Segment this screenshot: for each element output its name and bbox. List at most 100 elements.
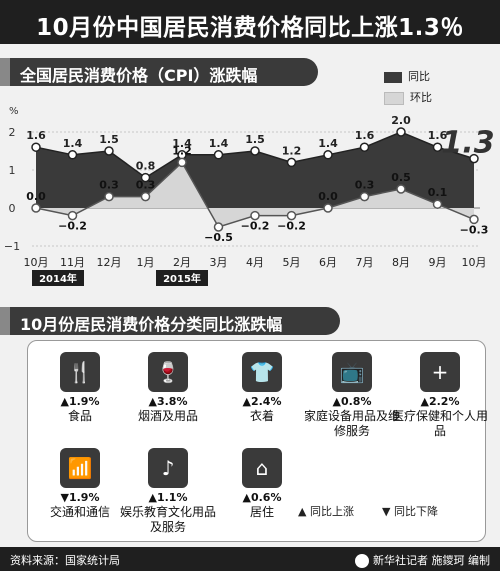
key-down: ▼ 同比下降 — [382, 505, 438, 518]
yoy-data-label: 1.4 — [209, 137, 229, 150]
yoy-data-label: 1.4 — [318, 137, 338, 150]
category-name: 娱乐教育文化用品及服务 — [120, 505, 217, 534]
mom-data-point — [177, 157, 187, 168]
house-icon: ⌂ — [242, 448, 282, 488]
year-label: 2015年 — [163, 272, 201, 285]
page-title: 10月份中国居民消费价格同比上涨1.3％ — [36, 15, 464, 41]
category-item: ♪ ▲1.1% 娱乐教育文化用品及服务 — [120, 448, 216, 535]
mom-data-label: −0.3 — [460, 223, 489, 236]
mom-data-label: 0.1 — [428, 186, 448, 199]
mom-data-label: 1.2 — [172, 144, 192, 157]
footer-source: 资料来源：国家统计局 — [10, 554, 120, 567]
category-name: 衣着 — [249, 409, 274, 423]
banner-accent — [0, 58, 10, 86]
music-icon: ♪ — [148, 448, 188, 488]
x-tick-label: 11月 — [60, 256, 85, 269]
mom-data-point — [432, 199, 443, 209]
mom-data-point — [469, 214, 479, 225]
mom-data-point — [213, 222, 224, 232]
x-tick-label: 6月 — [319, 256, 337, 269]
x-tick-label: 10月 — [462, 256, 487, 269]
yoy-data-label: 1.6 — [26, 129, 46, 142]
mom-data-point — [359, 191, 370, 202]
xinhua-logo-icon — [355, 554, 369, 568]
mom-data-point — [323, 203, 333, 213]
x-tick-label: 1月 — [137, 256, 155, 269]
category-change: ▲1.9% — [60, 395, 100, 408]
tv-icon: 📺 — [332, 352, 372, 392]
mom-data-point — [396, 184, 406, 194]
yoy-data-point — [140, 172, 151, 183]
mom-data-point — [250, 210, 260, 221]
mom-data-label: −0.2 — [58, 220, 87, 233]
footer-credit-text: 新华社记者 施鑁珂 编制 — [373, 554, 490, 567]
category-change: ▲3.8% — [148, 395, 188, 408]
y-tick-label: 0 — [9, 202, 16, 215]
category-name: 家庭设备用品及维修服务 — [304, 409, 401, 438]
footer: 资料来源：国家统计局 新华社记者 施鑁珂 编制 — [0, 547, 500, 571]
category-change: ▲0.8% — [332, 395, 372, 408]
x-tick-label: 2月 — [173, 256, 191, 269]
y-tick-label: 2 — [9, 126, 16, 139]
x-tick-label: 12月 — [97, 256, 122, 269]
x-tick-label: 5月 — [283, 256, 301, 269]
wine-icon: 🍷 — [148, 352, 188, 392]
category-change: ▲0.6% — [242, 491, 282, 504]
section-cpi-title: 全国居民消费价格（CPI）涨跌幅 — [20, 66, 258, 85]
yoy-data-label: 2.0 — [391, 114, 411, 127]
x-tick-label: 10月 — [24, 256, 49, 269]
mom-data-label: 0.0 — [26, 190, 46, 203]
year-label: 2014年 — [39, 272, 77, 285]
yoy-data-point — [359, 142, 370, 152]
year-label-bg — [32, 270, 84, 286]
yoy-data-point — [213, 150, 224, 160]
category-name: 居住 — [249, 505, 274, 519]
mom-data-point — [140, 191, 151, 202]
x-tick-label: 8月 — [392, 256, 410, 269]
yoy-data-point — [250, 146, 260, 156]
category-change: ▼1.9% — [60, 491, 100, 504]
mom-data-label: 0.5 — [391, 171, 411, 184]
yoy-data-label: 1.2 — [282, 144, 302, 157]
yoy-data-label: 1.6 — [355, 129, 375, 142]
section-category-title: 10月份居民消费价格分类同比涨跌幅 — [20, 315, 283, 334]
title-bar: 10月份中国居民消费价格同比上涨1.3％ — [0, 0, 500, 44]
yoy-data-label: 1.4 — [63, 137, 83, 150]
mom-data-label: −0.5 — [204, 231, 233, 244]
yoy-data-point — [323, 150, 333, 160]
mom-data-label: 0.0 — [318, 190, 338, 203]
mom-data-point — [67, 210, 78, 221]
mom-data-point — [286, 210, 297, 221]
yoy-data-label: 1.6 — [428, 129, 448, 142]
legend-yoy-label: 同比 — [408, 70, 430, 83]
section-category-banner: 10月份居民消费价格分类同比涨跌幅 — [0, 307, 340, 335]
legend-yoy-swatch — [384, 71, 402, 83]
x-tick-label: 3月 — [210, 256, 228, 269]
mom-data-label: 0.3 — [136, 179, 156, 192]
x-tick-label: 7月 — [356, 256, 374, 269]
category-name: 烟酒及用品 — [137, 409, 198, 423]
mom-data-point — [31, 203, 41, 213]
category-item: + ▲2.2% 医疗保健和个人用品 — [392, 352, 488, 439]
cpi-chart: 210−1%1.61.4 1.50.81.4 1.4 1.51.21.41.62.01… — [4, 106, 495, 286]
highlight-value: 1.3 — [441, 126, 494, 161]
yoy-data-label: 1.5 — [245, 133, 265, 146]
yoy-data-point — [469, 153, 479, 164]
category-change: ▲1.1% — [148, 491, 188, 504]
legend-yoy: 同比 — [384, 68, 430, 84]
x-tick-label: 9月 — [429, 256, 447, 269]
yoy-data-label: 1.4 — [172, 137, 192, 150]
mom-data-point — [104, 191, 114, 202]
category-name: 食品 — [67, 409, 92, 423]
category-item: 📶 ▼1.9% 交通和通信 — [32, 448, 128, 520]
yoy-data-point — [286, 157, 297, 168]
footer-credit: 新华社记者 施鑁珂 编制 — [355, 552, 490, 568]
mom-data-label: −0.2 — [241, 220, 270, 233]
yoy-series-area — [36, 132, 474, 227]
category-item: ⌂ ▲0.6% 居住 — [214, 448, 310, 520]
legend-mom: 环比 — [384, 89, 432, 105]
category-item: 👕 ▲2.4% 衣着 — [214, 352, 310, 424]
yoy-data-point — [31, 142, 41, 152]
mom-data-label: 0.3 — [355, 179, 375, 192]
mom-data-label: 0.3 — [99, 179, 119, 192]
